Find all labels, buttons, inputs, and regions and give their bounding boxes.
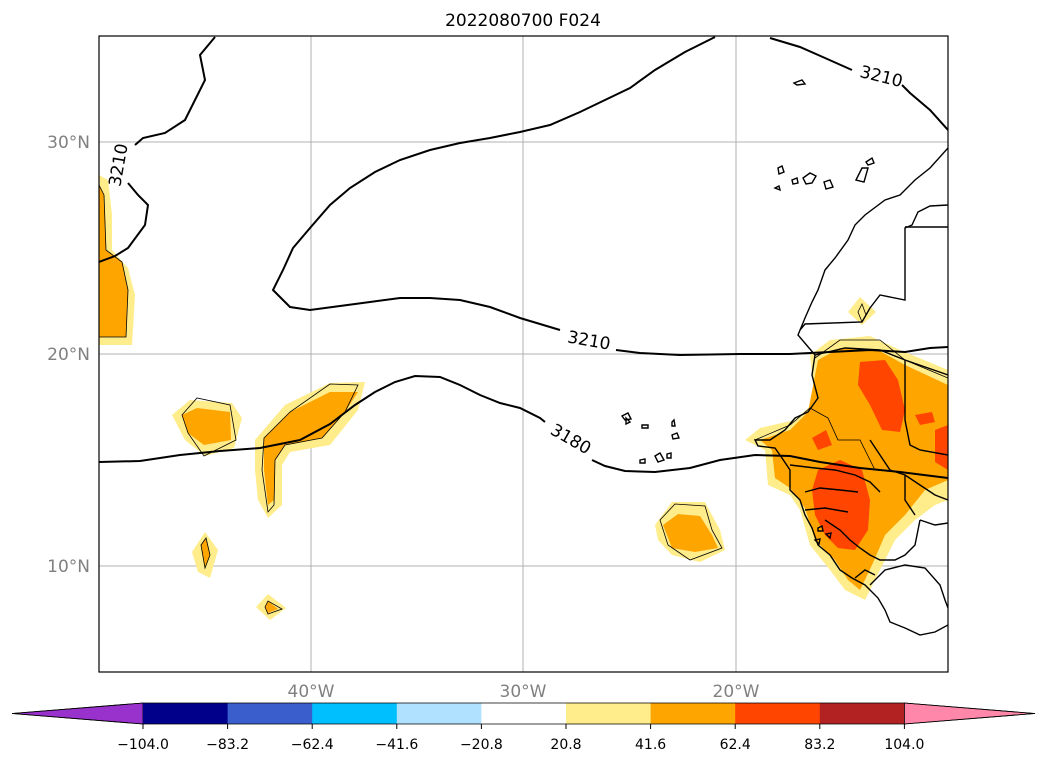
fill-blob-a-mid: [182, 408, 231, 445]
island-canary-4: [823, 179, 834, 190]
island-bijagos-3: [813, 538, 821, 546]
fill-africa-high-4: [812, 430, 832, 450]
border-cote: [919, 519, 948, 526]
colorbar-tick-label: 83.2: [804, 737, 835, 753]
border-senegal: [789, 464, 881, 493]
fill-africa-high-1: [858, 360, 905, 432]
colorbar-tick-label: −20.8: [460, 737, 503, 753]
colorbar-segment: [481, 703, 567, 724]
fill-blob-f-light: [848, 297, 876, 325]
border-gambia: [804, 487, 859, 493]
island-cv-7: [654, 452, 666, 463]
island-cv-2: [625, 416, 632, 426]
island-canary-1: [777, 165, 785, 175]
lat-label-10n: 10°N: [47, 557, 90, 577]
colorbar-segment: [735, 703, 821, 724]
figure-title: 2022080700 F024: [445, 11, 601, 31]
border-mali-north: [904, 360, 948, 456]
colorbar-tick-label: −41.6: [375, 737, 418, 753]
contour-3210-west: [99, 36, 216, 263]
island-cv-3: [641, 424, 649, 429]
island-cv-5: [671, 432, 680, 440]
island-bijagos-1: [817, 524, 824, 532]
coastlines: [620, 79, 948, 636]
border-sierra-leone: [854, 569, 876, 579]
coast-africa: [753, 147, 948, 636]
island-cv-8: [666, 452, 672, 459]
lon-label-40w: 40°W: [288, 682, 335, 702]
border-guinea: [824, 519, 921, 561]
colorbar-tick-label: 41.6: [635, 737, 666, 753]
colorbar-segment: [312, 703, 398, 724]
colorbar-tick-label: 62.4: [720, 737, 751, 753]
fill-west-edge-mid: [99, 185, 128, 337]
colorbar-tick-label: −83.2: [206, 737, 249, 753]
fill-blob-e-mid: [663, 514, 718, 552]
border-guinea-bissau: [804, 507, 849, 513]
anomaly-fills: [99, 175, 948, 620]
lat-label-20n: 20°N: [47, 345, 90, 365]
fill-outlines: [99, 184, 948, 615]
colorbar-extend-high: [904, 702, 1036, 725]
island-canary-5: [854, 167, 869, 183]
island-cv-4: [671, 418, 676, 427]
island-bijagos-2: [824, 532, 832, 540]
island-canary-7: [773, 184, 782, 192]
island-canary-6: [865, 156, 875, 166]
colorbar-tick-label: 104.0: [884, 737, 924, 753]
height-contours: [99, 36, 948, 479]
lon-label-20w: 20°W: [713, 682, 760, 702]
contour-3210-central: [271, 36, 948, 357]
colorbar-segment: [650, 703, 736, 724]
island-cv-6: [639, 458, 646, 464]
map-frame: [98, 35, 949, 673]
island-canary-2: [791, 177, 799, 185]
border-mali-south: [904, 474, 948, 501]
colorbar-extend-low: [11, 702, 144, 725]
map-area: 3210 3210 3210 3180: [99, 36, 948, 672]
fill-africa-high-3: [915, 412, 935, 425]
colorbar-tick-label: 20.8: [550, 737, 581, 753]
colorbar-segment: [566, 703, 652, 724]
coast-guinea: [869, 564, 948, 609]
colorbar-segment: [396, 703, 482, 724]
fill-africa-high-2: [935, 425, 948, 470]
border-morocco: [799, 204, 948, 331]
lon-label-30w: 30°W: [500, 682, 547, 702]
contour-3180: [99, 374, 948, 479]
colorbar-tick-label: −62.4: [291, 737, 334, 753]
island-cv-1: [620, 412, 633, 421]
fill-blob-d-mid: [265, 601, 278, 613]
island-madeira: [792, 79, 807, 86]
colorbar-segment: [227, 703, 313, 724]
island-canary-3: [802, 172, 817, 185]
colorbar: −104.0 −83.2 −62.4 −41.6 −20.8 20.8 41.6 62.4 83…: [11, 702, 1036, 753]
lat-label-30n: 30°N: [47, 133, 90, 153]
colorbar-segment: [143, 703, 229, 724]
fill-africa-high-5: [812, 460, 870, 550]
colorbar-segment: [819, 703, 905, 724]
colorbar-tick-label: −104.0: [117, 737, 169, 753]
